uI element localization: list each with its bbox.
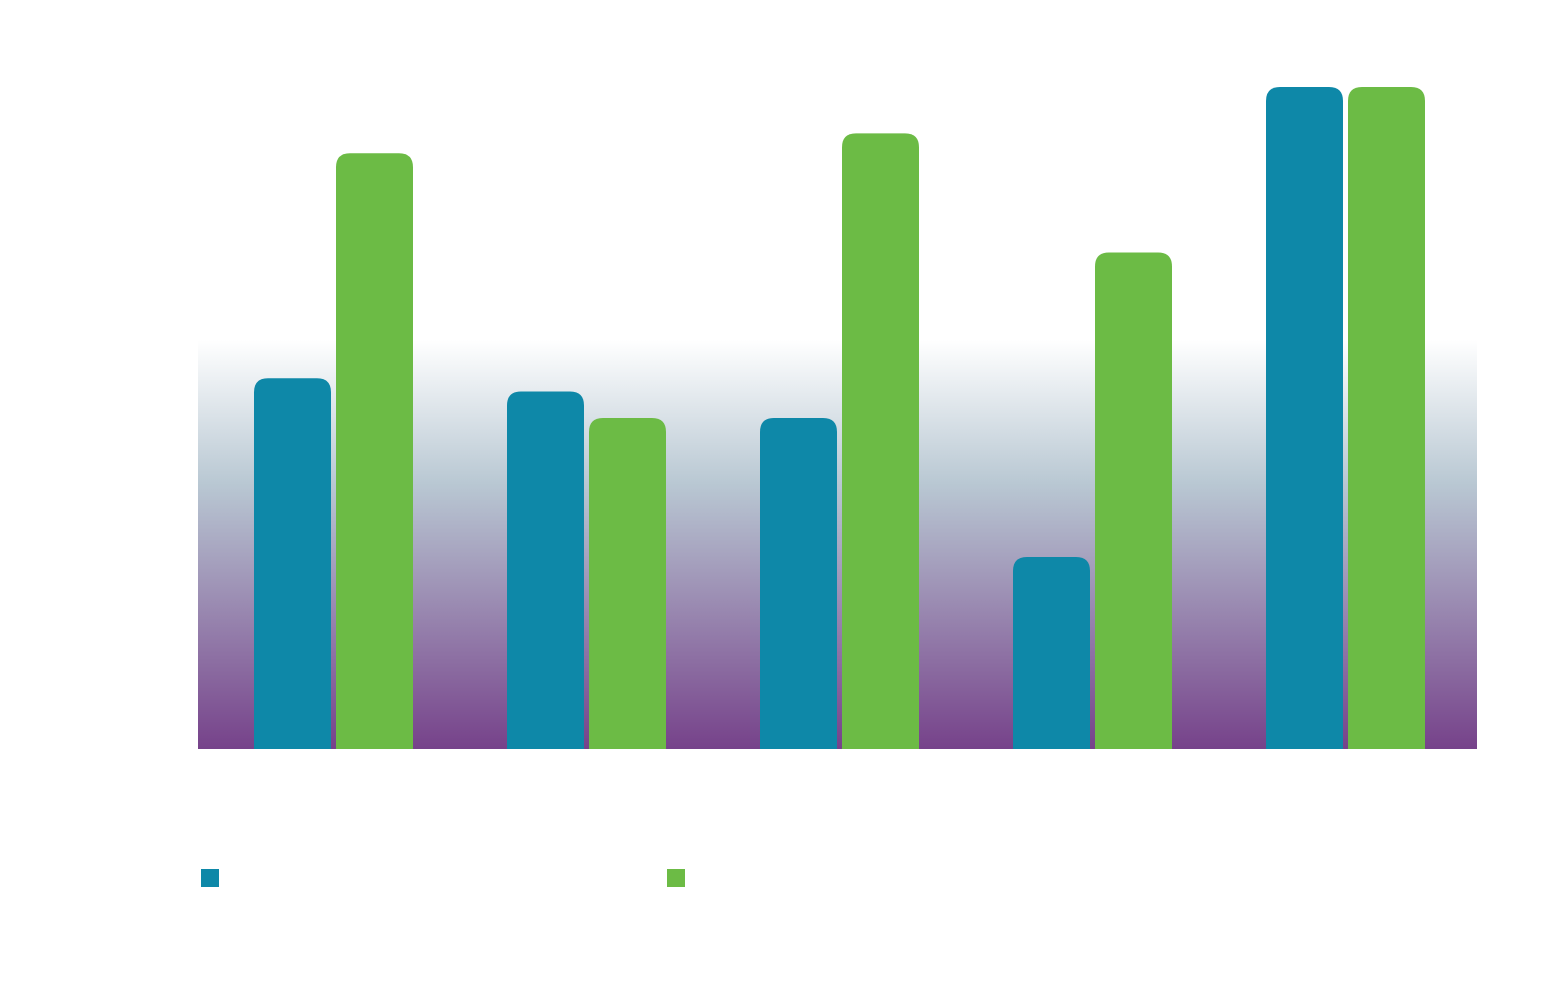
- bar: [1095, 252, 1172, 749]
- bar: [1348, 87, 1425, 749]
- legend-swatch: [201, 869, 219, 887]
- legend-swatch: [667, 869, 685, 887]
- bar: [760, 418, 837, 749]
- bar: [1266, 87, 1343, 749]
- bar: [589, 418, 666, 749]
- bar: [336, 153, 413, 749]
- bar: [254, 378, 331, 749]
- bar: [507, 391, 584, 749]
- bar: [1013, 557, 1090, 749]
- bar: [842, 133, 919, 750]
